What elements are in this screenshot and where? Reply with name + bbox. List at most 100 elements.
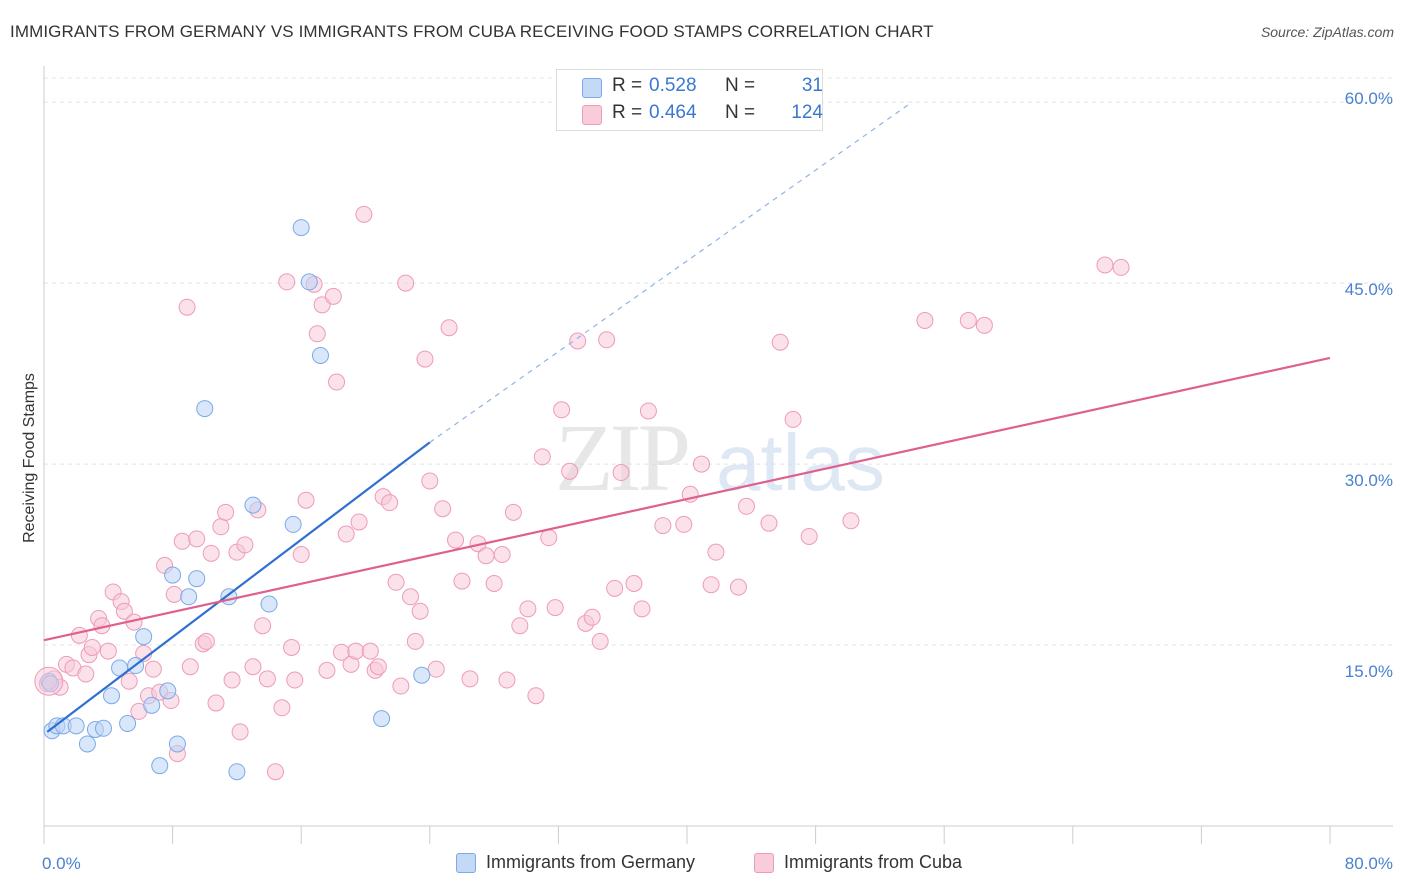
bottom-legend-label-cuba: Immigrants from Cuba [784, 852, 963, 872]
data-point-cuba [217, 503, 235, 521]
data-point-cuba [144, 660, 162, 678]
data-point-cuba [654, 517, 672, 535]
data-point-cuba [498, 671, 516, 689]
data-point-cuba [397, 274, 415, 292]
data-point-cuba [504, 503, 522, 521]
stats-legend: R = 0.528 N = 31 R = 0.464 N = 124 [556, 69, 823, 131]
data-point-germany [373, 710, 391, 728]
data-point-cuba [591, 632, 609, 650]
watermark-atlas: atlas [716, 418, 885, 507]
data-point-cuba [453, 572, 471, 590]
data-point-cuba [737, 497, 755, 515]
data-point-germany [300, 273, 318, 291]
data-point-cuba [202, 544, 220, 562]
legend-n-value: 31 [801, 75, 823, 96]
axes [43, 66, 1393, 844]
data-point-cuba [99, 642, 117, 660]
data-point-cuba [702, 576, 720, 594]
bottom-legend-swatch-cuba [754, 853, 774, 873]
bottom-legend-swatch-germany [456, 853, 476, 873]
data-point-cuba [583, 608, 601, 626]
data-point-cuba [318, 661, 336, 679]
data-point-cuba [606, 579, 624, 597]
y-tick-label-15: 15.0% [1345, 662, 1393, 681]
data-point-cuba [416, 350, 434, 368]
data-point-cuba [387, 573, 405, 591]
data-point-cuba [406, 632, 424, 650]
data-point-cuba [553, 401, 571, 419]
data-point-cuba [440, 319, 458, 337]
x-tick-label-min: 0.0% [42, 854, 81, 873]
trend-lines [43, 101, 1331, 733]
legend-r-value: 0.464 [649, 102, 697, 123]
data-point-germany [143, 696, 161, 714]
data-point-cuba [381, 494, 399, 512]
data-point-cuba [286, 671, 304, 689]
data-point-germany [67, 717, 85, 735]
data-point-cuba [173, 532, 191, 550]
data-point-cuba [485, 575, 503, 593]
data-point-cuba [223, 671, 241, 689]
data-point-cuba [292, 546, 310, 564]
data-point-cuba [244, 658, 262, 676]
data-point-cuba [959, 311, 977, 329]
data-point-cuba [273, 699, 291, 717]
data-point-cuba [771, 333, 789, 351]
data-point-cuba [236, 536, 254, 554]
data-point-cuba [461, 670, 479, 688]
data-point-germany [164, 566, 182, 584]
data-point-germany [244, 496, 262, 514]
y-tick-label-45: 45.0% [1345, 280, 1393, 299]
data-point-cuba [266, 763, 284, 781]
data-point-cuba [639, 402, 657, 420]
data-point-cuba [70, 626, 88, 644]
legend-swatch-cuba [582, 105, 602, 125]
data-point-cuba [283, 638, 301, 656]
data-point-cuba [197, 632, 215, 650]
watermark-zip: ZIP [555, 404, 688, 511]
data-point-cuba [350, 513, 368, 531]
y-tick-label-30: 30.0% [1345, 471, 1393, 490]
data-point-germany [413, 666, 431, 684]
data-point-germany [188, 570, 206, 588]
data-point-cuba [916, 311, 934, 329]
data-point-cuba [83, 638, 101, 656]
data-point-germany [292, 219, 310, 237]
trend-line-germany-extension [429, 101, 913, 443]
data-point-cuba [800, 527, 818, 545]
data-point-cuba [308, 325, 326, 343]
data-point-cuba [411, 602, 429, 620]
data-point-cuba [427, 660, 445, 678]
data-point-germany [311, 346, 329, 364]
data-point-germany [103, 687, 121, 705]
y-tick-label-60: 60.0% [1345, 89, 1393, 108]
data-point-cuba [231, 723, 249, 741]
legend-r-label: R = [612, 102, 643, 123]
data-point-cuba [561, 462, 579, 480]
source-label[interactable]: Source: ZipAtlas.com [1260, 24, 1394, 40]
data-point-cuba [347, 642, 365, 660]
data-point-cuba [784, 410, 802, 428]
trend-line-germany [46, 441, 431, 733]
legend-n-value: 124 [791, 102, 823, 123]
data-point-germany [135, 628, 153, 646]
data-point-cuba [278, 273, 296, 291]
data-point-cuba [77, 665, 95, 683]
data-point-cuba [493, 546, 511, 564]
bottom-legend-label-germany: Immigrants from Germany [486, 852, 696, 872]
data-point-cuba [313, 296, 331, 314]
data-point-cuba [533, 448, 551, 466]
data-point-cuba [675, 515, 693, 533]
data-point-cuba [258, 670, 276, 688]
data-point-cuba [402, 588, 420, 606]
legend-swatch-germany [582, 78, 602, 98]
data-point-cuba [212, 518, 230, 536]
legend-n-label: N = [725, 102, 756, 123]
data-point-cuba [842, 512, 860, 530]
data-point-cuba [511, 617, 529, 635]
data-point-germany [168, 735, 186, 753]
data-point-cuba [328, 373, 346, 391]
data-point-cuba [519, 600, 537, 618]
data-point-germany [119, 714, 137, 732]
